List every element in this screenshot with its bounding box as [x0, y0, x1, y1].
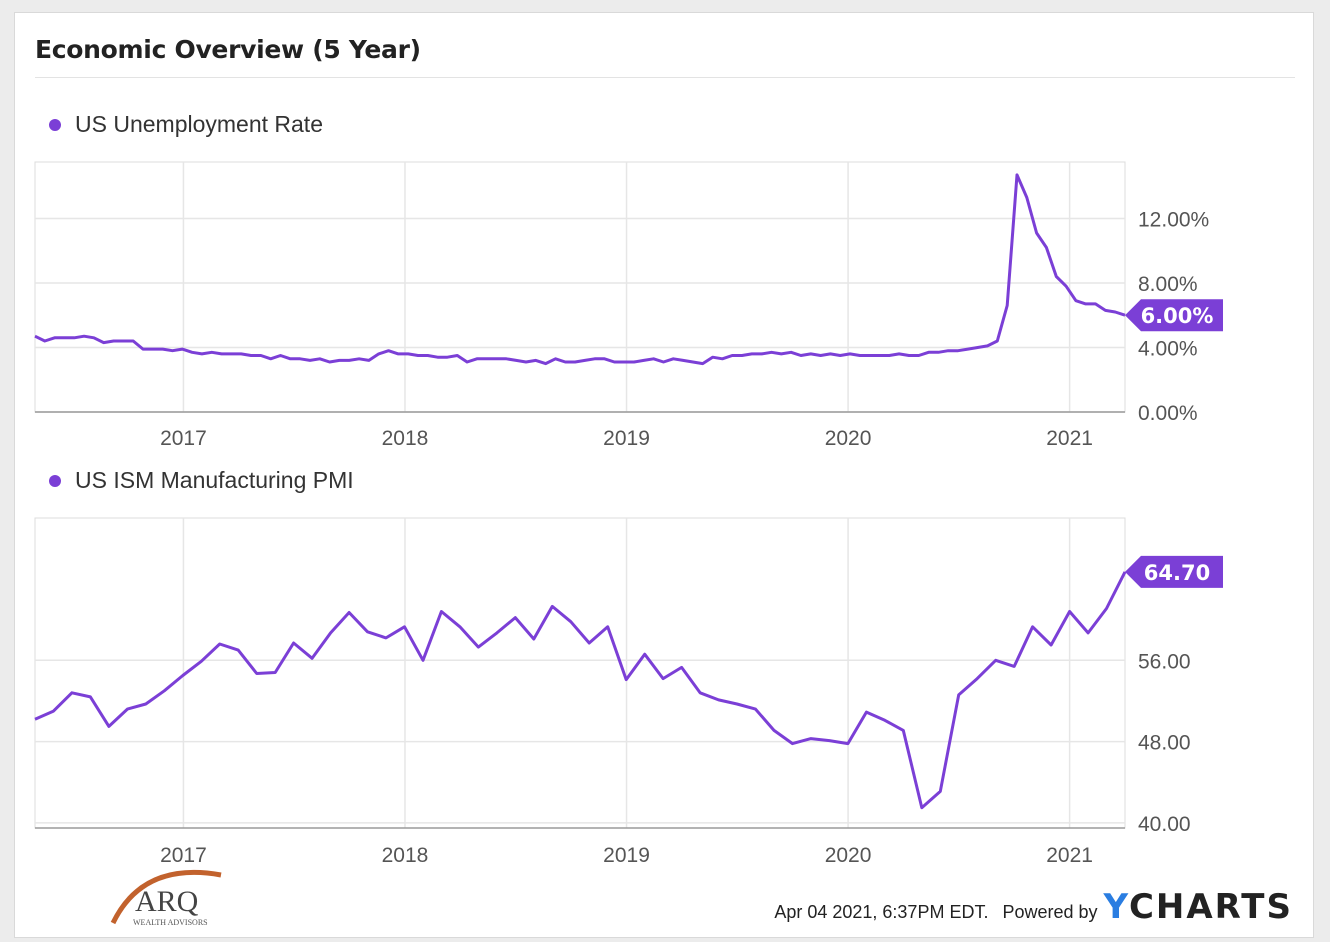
x-tick-label: 2018 — [382, 427, 429, 450]
legend-label-pmi: US ISM Manufacturing PMI — [75, 467, 354, 493]
x-tick-label: 2020 — [825, 427, 872, 450]
last-value-label: 64.70 — [1144, 561, 1210, 585]
plot-frame — [34, 161, 1126, 413]
y-tick-label: 56.00 — [1138, 650, 1191, 673]
x-tick-label: 2021 — [1046, 844, 1093, 867]
chart-0: 0.00% 4.00% 8.00% 12.00% 2017 2018 2019 2020 202… — [34, 161, 1223, 450]
y-tick-label: 4.00% — [1138, 337, 1198, 360]
logo-text: ARQ — [135, 885, 199, 918]
ycharts-wordmark: CHARTS — [1128, 887, 1293, 927]
plot-frame — [34, 517, 1126, 829]
title-divider — [35, 77, 1295, 78]
last-value-label: 6.00% — [1141, 304, 1214, 328]
x-tick-label: 2019 — [603, 844, 650, 867]
chart-card: Economic Overview (5 Year) US Unemployme… — [14, 12, 1314, 938]
timestamp: Apr 04 2021, 6:37PM EDT. — [774, 902, 989, 922]
x-tick-label: 2018 — [382, 844, 429, 867]
page-title: Economic Overview (5 Year) — [35, 35, 421, 64]
last-value-badge — [1125, 555, 1223, 588]
x-tick-label: 2019 — [603, 427, 650, 450]
chart-1: 40.00 48.00 56.00 2017 2018 2019 2020 2021 64.70 — [34, 517, 1223, 867]
footer: Apr 04 2021, 6:37PM EDT. Powered by YCHA… — [774, 887, 1293, 927]
legend-pmi[interactable]: US ISM Manufacturing PMI — [49, 467, 354, 494]
logo-swoosh-icon — [110, 869, 222, 925]
y-tick-label: 12.00% — [1138, 208, 1209, 231]
ycharts-y-icon: Y — [1103, 887, 1129, 927]
y-tick-label: 48.00 — [1138, 732, 1191, 755]
legend-dot-icon — [49, 474, 61, 487]
legend-dot-icon — [49, 118, 61, 131]
y-tick-label: 8.00% — [1138, 273, 1198, 296]
x-tick-label: 2020 — [825, 844, 872, 867]
series-line — [34, 173, 1126, 366]
y-tick-label: 40.00 — [1138, 813, 1191, 836]
legend-unemployment[interactable]: US Unemployment Rate — [49, 111, 323, 138]
ycharts-logo[interactable]: YCHARTS — [1104, 887, 1293, 927]
powered-by-label: Powered by — [1002, 902, 1098, 922]
arq-logo: ARQ WEALTH ADVISORS — [110, 869, 222, 927]
x-tick-label: 2017 — [160, 844, 207, 867]
last-value-badge — [1125, 299, 1223, 332]
logo-subtext: WEALTH ADVISORS — [133, 918, 208, 927]
series-line — [34, 571, 1127, 810]
x-tick-label: 2021 — [1046, 427, 1093, 450]
legend-label-unemployment: US Unemployment Rate — [75, 111, 323, 137]
y-tick-label: 0.00% — [1138, 402, 1198, 425]
x-tick-label: 2017 — [160, 427, 207, 450]
